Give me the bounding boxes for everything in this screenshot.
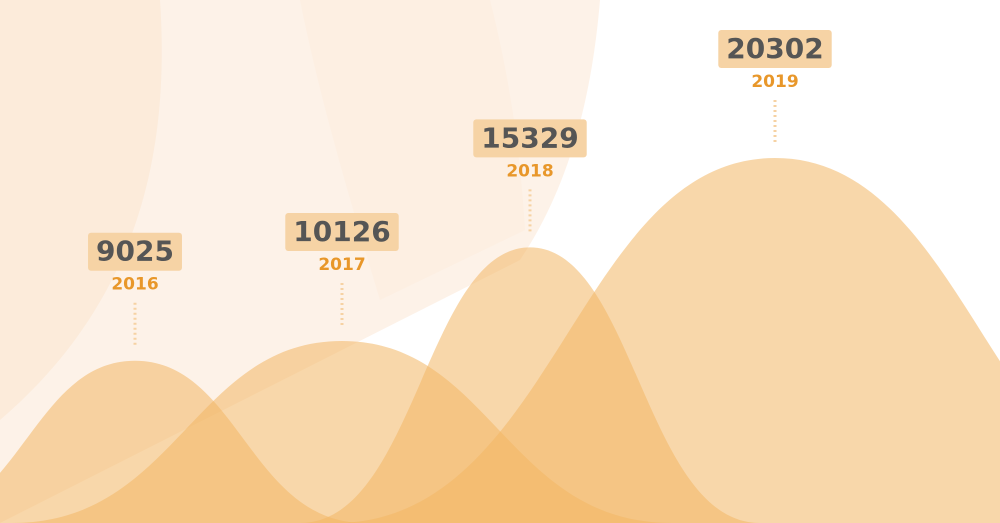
value-label: 15329 bbox=[481, 121, 578, 154]
year-label: 2017 bbox=[318, 255, 365, 275]
chart: 2016 9025 2017 10126 2018 15329 2019 20302 bbox=[0, 0, 1000, 523]
year-label: 2016 bbox=[111, 275, 158, 295]
year-label: 2019 bbox=[751, 72, 798, 92]
value-label: 10126 bbox=[293, 215, 390, 248]
year-label: 2018 bbox=[506, 161, 553, 181]
value-label: 20302 bbox=[726, 32, 823, 65]
value-label: 9025 bbox=[96, 235, 174, 268]
